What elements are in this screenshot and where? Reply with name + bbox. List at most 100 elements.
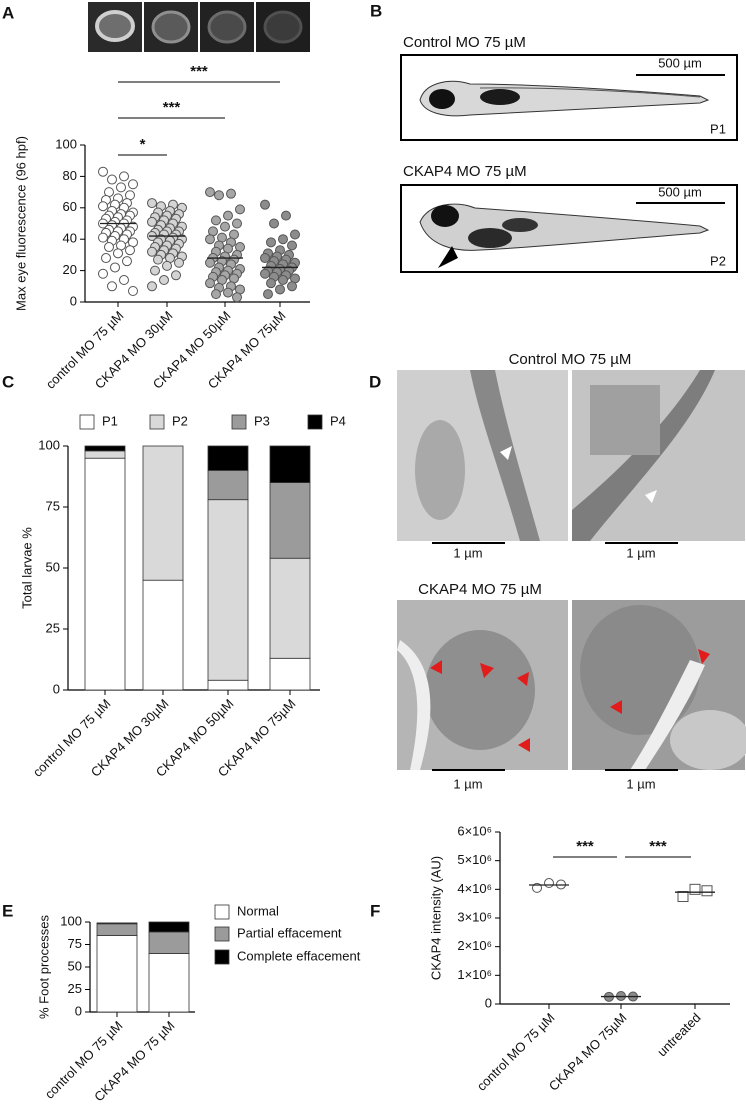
- legend-label: Complete effacement: [237, 948, 361, 963]
- bar-segment: [142, 445, 184, 581]
- scale-label: 1 µm: [626, 776, 655, 791]
- legend-swatch: [79, 414, 95, 430]
- data-point: [147, 281, 157, 292]
- data-point: [107, 281, 117, 292]
- data-point: [128, 286, 138, 297]
- legend-label: Partial effacement: [237, 925, 342, 940]
- data-point: [205, 257, 215, 268]
- data-point: [287, 281, 297, 292]
- data-point: [269, 218, 279, 229]
- data-point: [287, 240, 297, 251]
- x-tick-label: control MO 75 µM: [474, 1010, 558, 1094]
- significance-label: ***: [190, 63, 208, 80]
- y-tick-label: 0: [70, 293, 77, 308]
- legend-swatch: [214, 949, 230, 965]
- data-point: [205, 187, 215, 198]
- y-tick-label: 2×10⁶: [457, 938, 492, 953]
- data-point: [150, 265, 160, 276]
- phenotype-label: P2: [710, 253, 726, 268]
- data-point: [119, 275, 129, 286]
- data-point: [263, 289, 273, 300]
- data-point: [278, 275, 288, 286]
- y-tick-label: 20: [63, 262, 77, 277]
- y-axis-label: CKAP4 intensity (AU): [428, 856, 443, 980]
- panel-letter: D: [369, 372, 381, 391]
- phenotype-label: P1: [710, 121, 726, 136]
- bar-segment: [269, 557, 311, 659]
- data-point: [162, 260, 172, 271]
- data-point: [128, 179, 138, 190]
- bar-segment: [207, 445, 249, 471]
- data-point: [290, 229, 300, 240]
- y-tick-label: 100: [60, 913, 82, 928]
- bar-segment: [207, 469, 249, 501]
- bar-segment: [84, 457, 126, 691]
- data-point: [235, 204, 245, 215]
- data-point: [677, 891, 689, 902]
- data-point: [153, 254, 163, 265]
- data-point: [232, 292, 242, 303]
- significance-label: ***: [163, 99, 181, 116]
- bar-segment: [148, 921, 190, 933]
- y-tick-label: 4×10⁶: [457, 881, 492, 896]
- y-tick-label: 75: [46, 498, 60, 513]
- image-title: Control MO 75 µM: [509, 351, 632, 368]
- bar-segment: [84, 445, 126, 452]
- y-tick-label: 0: [53, 681, 60, 696]
- y-tick-label: 6×10⁶: [457, 823, 492, 838]
- y-tick-label: 40: [63, 231, 77, 246]
- scale-label: 1 µm: [626, 545, 655, 560]
- image-title: Control MO 75 µM: [403, 34, 526, 51]
- significance-label: *: [140, 136, 146, 153]
- data-point: [174, 257, 184, 268]
- data-point: [701, 885, 713, 897]
- data-point: [281, 210, 291, 221]
- data-point: [104, 242, 114, 253]
- scale-label: 1 µm: [453, 776, 482, 791]
- eye-thumbnails: [88, 2, 310, 52]
- data-point: [159, 275, 169, 286]
- panel-d: Control MO 75 µM 1 µm 1 µm CKAP4 MO 75 µ…: [397, 351, 746, 791]
- data-point: [226, 188, 236, 199]
- legend-swatch: [149, 414, 165, 430]
- data-point: [278, 234, 288, 245]
- legend-swatch: [214, 904, 230, 920]
- data-point: [119, 171, 129, 182]
- data-point: [211, 215, 221, 226]
- data-point: [205, 278, 215, 289]
- y-tick-label: 0: [485, 995, 492, 1010]
- data-point: [125, 245, 135, 256]
- panel-letter: A: [2, 3, 14, 22]
- y-tick-label: 1×10⁶: [457, 967, 492, 982]
- legend-swatch: [307, 414, 323, 430]
- data-point: [211, 289, 221, 300]
- data-point: [98, 232, 108, 243]
- image-title: CKAP4 MO 75 µM: [418, 581, 542, 598]
- y-tick-label: 25: [68, 981, 82, 996]
- bar-segment: [142, 579, 184, 691]
- data-point: [98, 166, 108, 177]
- x-tick-label: CKAP4 MO 75µM: [546, 1010, 630, 1094]
- bar-segment: [269, 482, 311, 559]
- legend-label: P4: [330, 413, 346, 428]
- bar-segment: [96, 923, 138, 936]
- data-point: [260, 199, 270, 210]
- legend-swatch: [214, 926, 230, 942]
- y-tick-label: 100: [55, 136, 77, 151]
- scale-label: 500 µm: [658, 184, 702, 199]
- data-point: [220, 221, 230, 232]
- data-point: [98, 268, 108, 279]
- data-point: [275, 284, 285, 295]
- legend-label: Normal: [237, 903, 279, 918]
- y-tick-label: 5×10⁶: [457, 852, 492, 867]
- data-point: [101, 253, 111, 264]
- data-point: [266, 237, 276, 248]
- legend-label: P2: [172, 413, 188, 428]
- x-tick-label: untreated: [654, 1010, 703, 1059]
- y-tick-label: 25: [46, 620, 60, 635]
- y-axis-label: Total larvae %: [19, 527, 34, 609]
- scale-label: 1 µm: [453, 545, 482, 560]
- y-axis-label: Max eye fluorescence (96 hpf): [13, 136, 28, 311]
- y-axis-label: % Foot processes: [36, 914, 51, 1019]
- bar-segment: [84, 450, 126, 459]
